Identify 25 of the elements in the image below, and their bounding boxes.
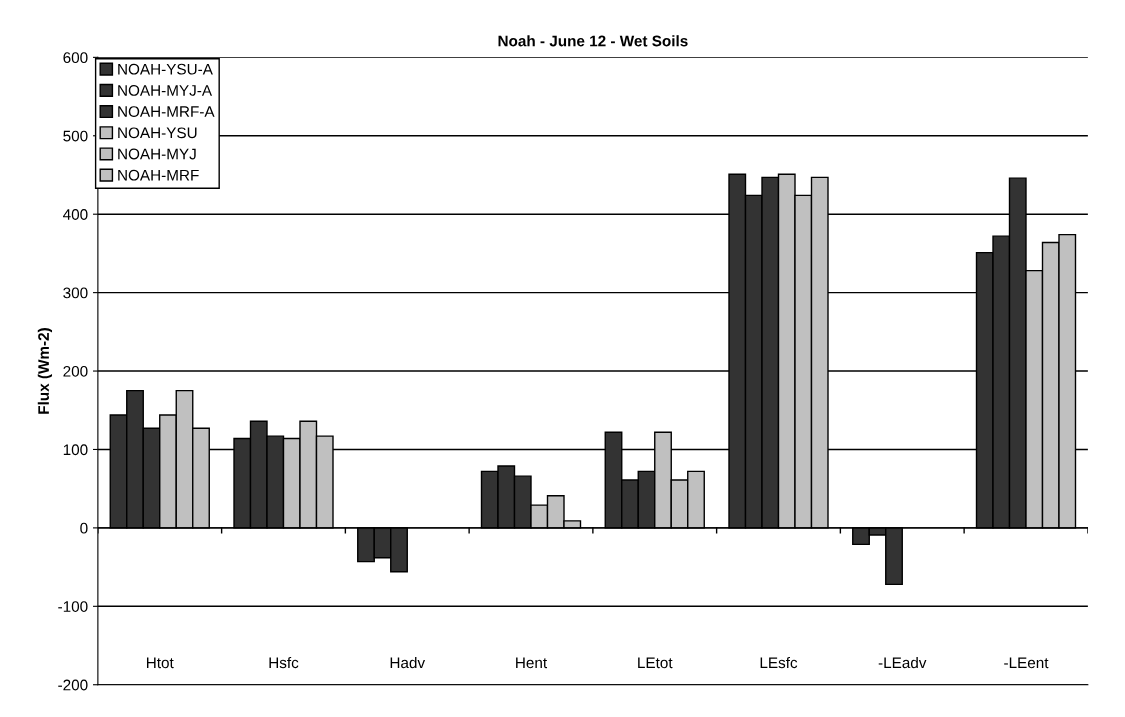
x-tick-label: LEtot bbox=[638, 657, 673, 669]
legend-label: NOAH-MYJ-A bbox=[118, 84, 213, 96]
x-tick-label: Hent bbox=[516, 657, 548, 669]
y-tick-label: 400 bbox=[63, 209, 88, 220]
y-tick-label: 300 bbox=[63, 287, 88, 299]
legend-label: NOAH-YSU-A bbox=[118, 63, 213, 75]
x-tick-label: -LEent bbox=[1004, 657, 1049, 669]
y-axis-title: Flux (Wm-2) bbox=[37, 328, 53, 414]
y-tick-label: 500 bbox=[63, 130, 88, 142]
y-tick-label: 600 bbox=[63, 52, 88, 64]
legend-label: NOAH-YSU bbox=[118, 127, 197, 139]
x-tick-label: Hsfc bbox=[269, 656, 299, 669]
y-tick-label: -200 bbox=[58, 679, 88, 691]
x-tick-label: Htot bbox=[146, 657, 174, 669]
legend-label: NOAH-MRF-A bbox=[118, 106, 215, 118]
y-tick-label: 200 bbox=[63, 365, 88, 377]
x-tick-label: -LEadv bbox=[878, 656, 927, 669]
y-tick-label: 0 bbox=[80, 522, 88, 534]
x-tick-label: Hadv bbox=[390, 656, 426, 669]
legend-label: NOAH-MRF bbox=[118, 169, 199, 181]
chart-title: Noah - June 12 - Wet Soils bbox=[498, 35, 688, 47]
x-tick-label: LEsfc bbox=[760, 656, 798, 669]
y-tick-label: -100 bbox=[58, 601, 88, 612]
y-tick-label: 100 bbox=[63, 444, 88, 456]
legend-label: NOAH-MYJ bbox=[118, 148, 196, 160]
